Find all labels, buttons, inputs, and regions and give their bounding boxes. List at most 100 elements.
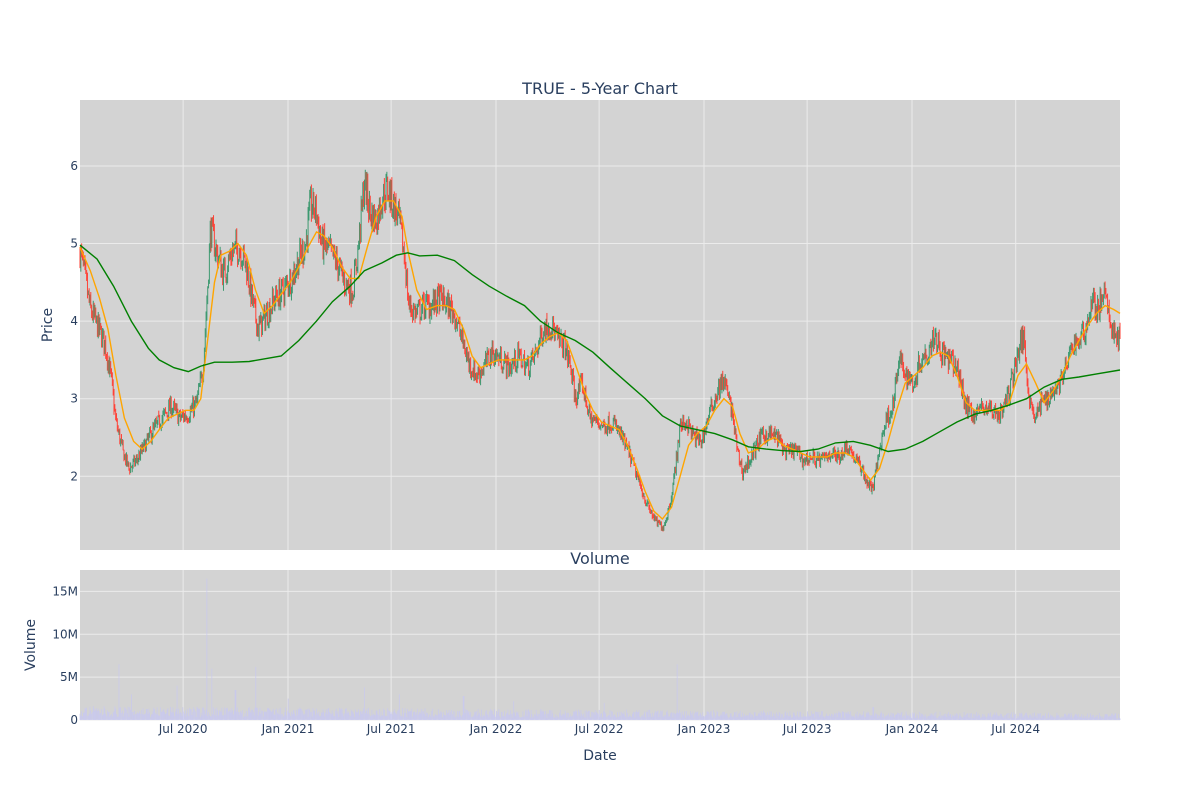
volume-bar [820, 714, 821, 720]
volume-bar [1111, 713, 1113, 720]
volume-bar [1015, 713, 1016, 720]
volume-bar [981, 716, 982, 720]
volume-bar [895, 714, 897, 720]
volume-bar [87, 715, 89, 720]
volume-bar [1002, 717, 1004, 720]
volume-bar [96, 708, 97, 720]
volume-bar [379, 716, 381, 720]
volume-bar [375, 710, 377, 720]
volume-bar [793, 712, 795, 720]
volume-bar [961, 716, 962, 720]
volume-bar [1035, 715, 1037, 720]
volume-bar [452, 714, 453, 720]
volume-bar [214, 714, 215, 720]
volume-bar [367, 713, 369, 720]
volume-bar [798, 717, 800, 720]
volume-bar [103, 706, 105, 720]
volume-bar [155, 714, 157, 720]
volume-bar [414, 712, 416, 720]
volume-bar [705, 715, 706, 720]
price-chart-title: TRUE - 5-Year Chart [521, 79, 678, 98]
volume-bar [266, 711, 267, 720]
volume-bar [915, 717, 917, 720]
volume-bar [481, 717, 483, 720]
volume-bar [974, 713, 976, 720]
volume-bar [611, 710, 612, 720]
volume-bar [697, 711, 699, 720]
volume-bar [185, 716, 187, 720]
volume-bar [225, 708, 227, 720]
volume-bar [291, 711, 292, 720]
volume-bar [310, 712, 311, 720]
volume-bar [394, 712, 396, 720]
volume-bar [359, 715, 360, 720]
volume-bar [432, 708, 433, 720]
volume-bar [418, 714, 419, 720]
volume-bar [270, 710, 272, 720]
volume-bar [534, 715, 536, 720]
volume-bar [209, 714, 210, 720]
volume-bar [1108, 716, 1110, 720]
volume-bar [294, 713, 296, 720]
volume-bar [316, 708, 317, 720]
volume-bar [499, 716, 500, 720]
volume-bar [777, 716, 779, 720]
volume-bar [82, 716, 83, 720]
volume-bar [884, 717, 885, 720]
volume-bar [267, 708, 268, 720]
volume-bar [628, 716, 630, 720]
volume-bar [1001, 714, 1002, 720]
volume-bar [1027, 716, 1029, 720]
volume-bar [774, 713, 776, 720]
volume-bar [319, 716, 321, 720]
volume-bar [729, 713, 731, 720]
volume-bar [622, 713, 623, 720]
volume-bar [341, 709, 343, 720]
volume-bar [95, 709, 97, 720]
volume-bar [1050, 716, 1052, 720]
volume-bar [530, 717, 531, 720]
volume-bar [957, 718, 959, 720]
volume-bar [187, 708, 189, 720]
volume-bar [222, 715, 223, 720]
x-axis-tick-labels: Jul 2020 Jan 2021 Jul 2021 Jan 2022 Jul 2022… [158, 722, 1040, 736]
volume-bar [280, 707, 282, 720]
volume-bar [522, 711, 524, 720]
volume-bar [94, 711, 96, 720]
volume-bar [864, 716, 865, 720]
volume-bar [179, 713, 180, 720]
volume-bar [351, 711, 353, 720]
volume-bar [292, 710, 294, 720]
volume-bar [547, 713, 549, 720]
volume-bar [1029, 715, 1030, 720]
volume-bar [495, 716, 496, 720]
x-tick-label: Jan 2023 [677, 722, 731, 736]
volume-bar [713, 710, 714, 720]
volume-bar [85, 708, 87, 720]
volume-bar [1028, 718, 1030, 720]
volume-bar [698, 716, 700, 720]
volume-bar [597, 713, 598, 720]
volume-bar [220, 711, 222, 720]
volume-bar [458, 711, 460, 720]
volume-bar [243, 717, 244, 720]
volume-bar [509, 714, 510, 720]
volume-bar [139, 711, 141, 720]
volume-bar [82, 712, 84, 720]
volume-bar [1060, 717, 1062, 720]
volume-bar [1023, 716, 1025, 720]
volume-bar [287, 698, 289, 720]
volume-bar [466, 709, 468, 720]
volume-bar [477, 708, 479, 720]
volume-bar [90, 710, 92, 720]
volume-bar [254, 707, 256, 720]
volume-bar [487, 714, 489, 720]
volume-bar [1011, 712, 1012, 720]
volume-bar [230, 712, 232, 720]
volume-bar [973, 718, 975, 720]
volume-bar [909, 713, 911, 720]
volume-bar [1082, 718, 1084, 720]
volume-bar [583, 713, 584, 720]
volume-bar [525, 710, 526, 720]
volume-bar [725, 713, 727, 720]
